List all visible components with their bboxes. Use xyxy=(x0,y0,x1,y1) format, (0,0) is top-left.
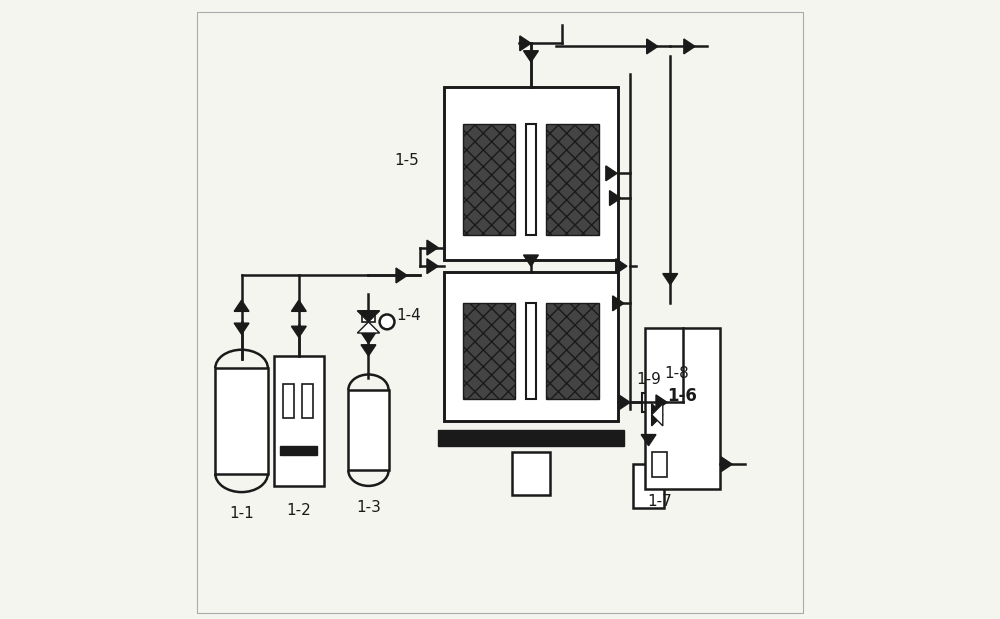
Polygon shape xyxy=(663,274,678,285)
Polygon shape xyxy=(524,255,538,266)
Polygon shape xyxy=(656,395,667,410)
Bar xyxy=(546,303,599,399)
Polygon shape xyxy=(427,259,438,274)
Polygon shape xyxy=(652,404,663,426)
Bar xyxy=(444,87,618,260)
Text: 1-6: 1-6 xyxy=(668,387,698,405)
Text: 1-2: 1-2 xyxy=(286,503,311,518)
Bar xyxy=(362,311,375,322)
Bar xyxy=(526,303,536,399)
Bar xyxy=(302,384,313,418)
Polygon shape xyxy=(641,435,656,446)
Text: 1-8: 1-8 xyxy=(664,366,689,381)
Polygon shape xyxy=(291,300,306,311)
Polygon shape xyxy=(721,457,732,472)
Bar xyxy=(274,356,324,486)
Bar xyxy=(280,446,317,455)
Bar xyxy=(283,384,294,418)
Polygon shape xyxy=(613,296,624,311)
Bar xyxy=(463,124,515,235)
Polygon shape xyxy=(616,259,627,274)
Bar xyxy=(215,368,268,474)
Polygon shape xyxy=(647,39,658,54)
Polygon shape xyxy=(291,326,306,337)
Polygon shape xyxy=(619,395,630,410)
Polygon shape xyxy=(357,311,380,322)
Polygon shape xyxy=(427,240,438,255)
Polygon shape xyxy=(357,322,380,333)
Bar xyxy=(645,328,720,489)
Text: 1-4: 1-4 xyxy=(396,308,421,323)
Circle shape xyxy=(651,456,668,473)
Circle shape xyxy=(380,314,394,329)
Polygon shape xyxy=(684,39,695,54)
Text: 1-5: 1-5 xyxy=(395,154,420,168)
Polygon shape xyxy=(652,404,663,426)
Polygon shape xyxy=(361,332,376,344)
Polygon shape xyxy=(361,345,376,356)
Bar xyxy=(652,452,667,477)
Bar xyxy=(642,393,655,412)
Polygon shape xyxy=(234,300,249,311)
Text: 1-7: 1-7 xyxy=(647,494,672,509)
Bar xyxy=(526,124,536,235)
Bar xyxy=(546,124,599,235)
Bar xyxy=(633,464,664,508)
Polygon shape xyxy=(524,51,538,62)
Bar xyxy=(512,452,550,495)
Text: 1-3: 1-3 xyxy=(356,500,381,515)
Text: 1-9: 1-9 xyxy=(636,372,661,387)
Bar xyxy=(348,390,389,470)
Text: 1-1: 1-1 xyxy=(229,506,254,521)
Bar xyxy=(463,303,515,399)
Bar xyxy=(444,272,618,421)
Polygon shape xyxy=(520,36,531,51)
Polygon shape xyxy=(606,166,617,181)
Polygon shape xyxy=(234,323,249,334)
Bar xyxy=(649,387,661,405)
Bar xyxy=(438,430,624,446)
Polygon shape xyxy=(610,191,621,206)
Polygon shape xyxy=(396,268,407,283)
